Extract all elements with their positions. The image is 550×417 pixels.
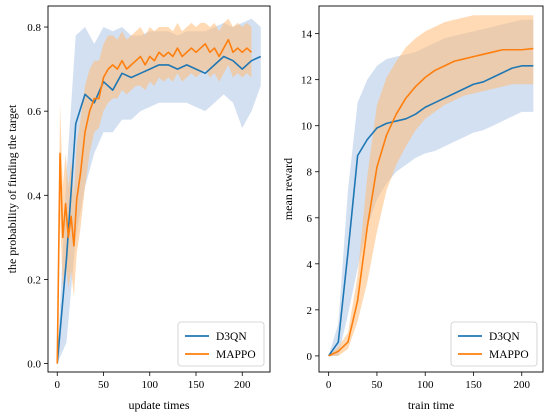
legend: D3QN MAPPO xyxy=(450,321,538,367)
y-tick-label: 8 xyxy=(307,167,313,179)
y-tick-label: 4 xyxy=(307,259,313,271)
y-axis-label: mean reward xyxy=(281,158,295,220)
x-axis-label: train time xyxy=(408,398,454,412)
x-tick-label: 200 xyxy=(514,379,531,391)
y-tick-label: 0.0 xyxy=(27,359,41,371)
y-tick-label: 10 xyxy=(301,121,313,133)
confidence-band-mappo xyxy=(57,18,252,364)
x-tick-label: 200 xyxy=(234,379,251,391)
left-panel-update-times: 0 50 100 150 200 0.0 0.2 0.4 0.6 0.8 update times t… xyxy=(5,5,271,412)
y-tick-label: 0.2 xyxy=(27,274,41,286)
legend-box xyxy=(450,321,538,367)
x-tick-label: 100 xyxy=(417,379,434,391)
right-panel-train-time: 0 50 100 150 200 0 2 4 6 8 10 12 14 train time mean re… xyxy=(281,5,544,412)
x-tick-label: 0 xyxy=(326,379,332,391)
plot-frame xyxy=(47,5,271,373)
legend-label-d3qn: D3QN xyxy=(489,331,520,343)
y-tick-label: 0 xyxy=(307,351,313,363)
legend-label-mappo: MAPPO xyxy=(489,349,529,361)
series-line-d3qn xyxy=(328,65,534,357)
x-tick-label: 150 xyxy=(465,379,482,391)
x-tick-label: 0 xyxy=(55,379,61,391)
y-tick-label: 0.8 xyxy=(27,22,41,34)
x-tick-label: 100 xyxy=(142,379,159,391)
legend: D3QN MAPPO xyxy=(177,321,265,367)
y-tick-label: 0.6 xyxy=(27,106,41,118)
plot-frame xyxy=(318,5,544,373)
legend-label-mappo: MAPPO xyxy=(216,349,256,361)
confidence-band-d3qn xyxy=(57,18,261,364)
series-line-mappo xyxy=(328,47,534,357)
x-axis-label: update times xyxy=(129,398,190,412)
series-line-mappo xyxy=(56,38,253,364)
series-line-d3qn xyxy=(56,55,262,364)
y-tick-label: 14 xyxy=(301,29,313,41)
x-tick-label: 50 xyxy=(371,379,383,391)
y-tick-label: 6 xyxy=(307,213,313,225)
y-axis-label: the probability of finding the target xyxy=(5,104,19,273)
y-tick-label: 0.4 xyxy=(27,190,41,202)
legend-box xyxy=(177,321,265,367)
x-tick-label: 150 xyxy=(188,379,205,391)
confidence-band-mappo xyxy=(328,15,534,356)
x-tick-label: 50 xyxy=(98,379,110,391)
y-tick-label: 12 xyxy=(301,75,312,87)
legend-label-d3qn: D3QN xyxy=(216,331,247,343)
y-tick-label: 2 xyxy=(307,305,313,317)
